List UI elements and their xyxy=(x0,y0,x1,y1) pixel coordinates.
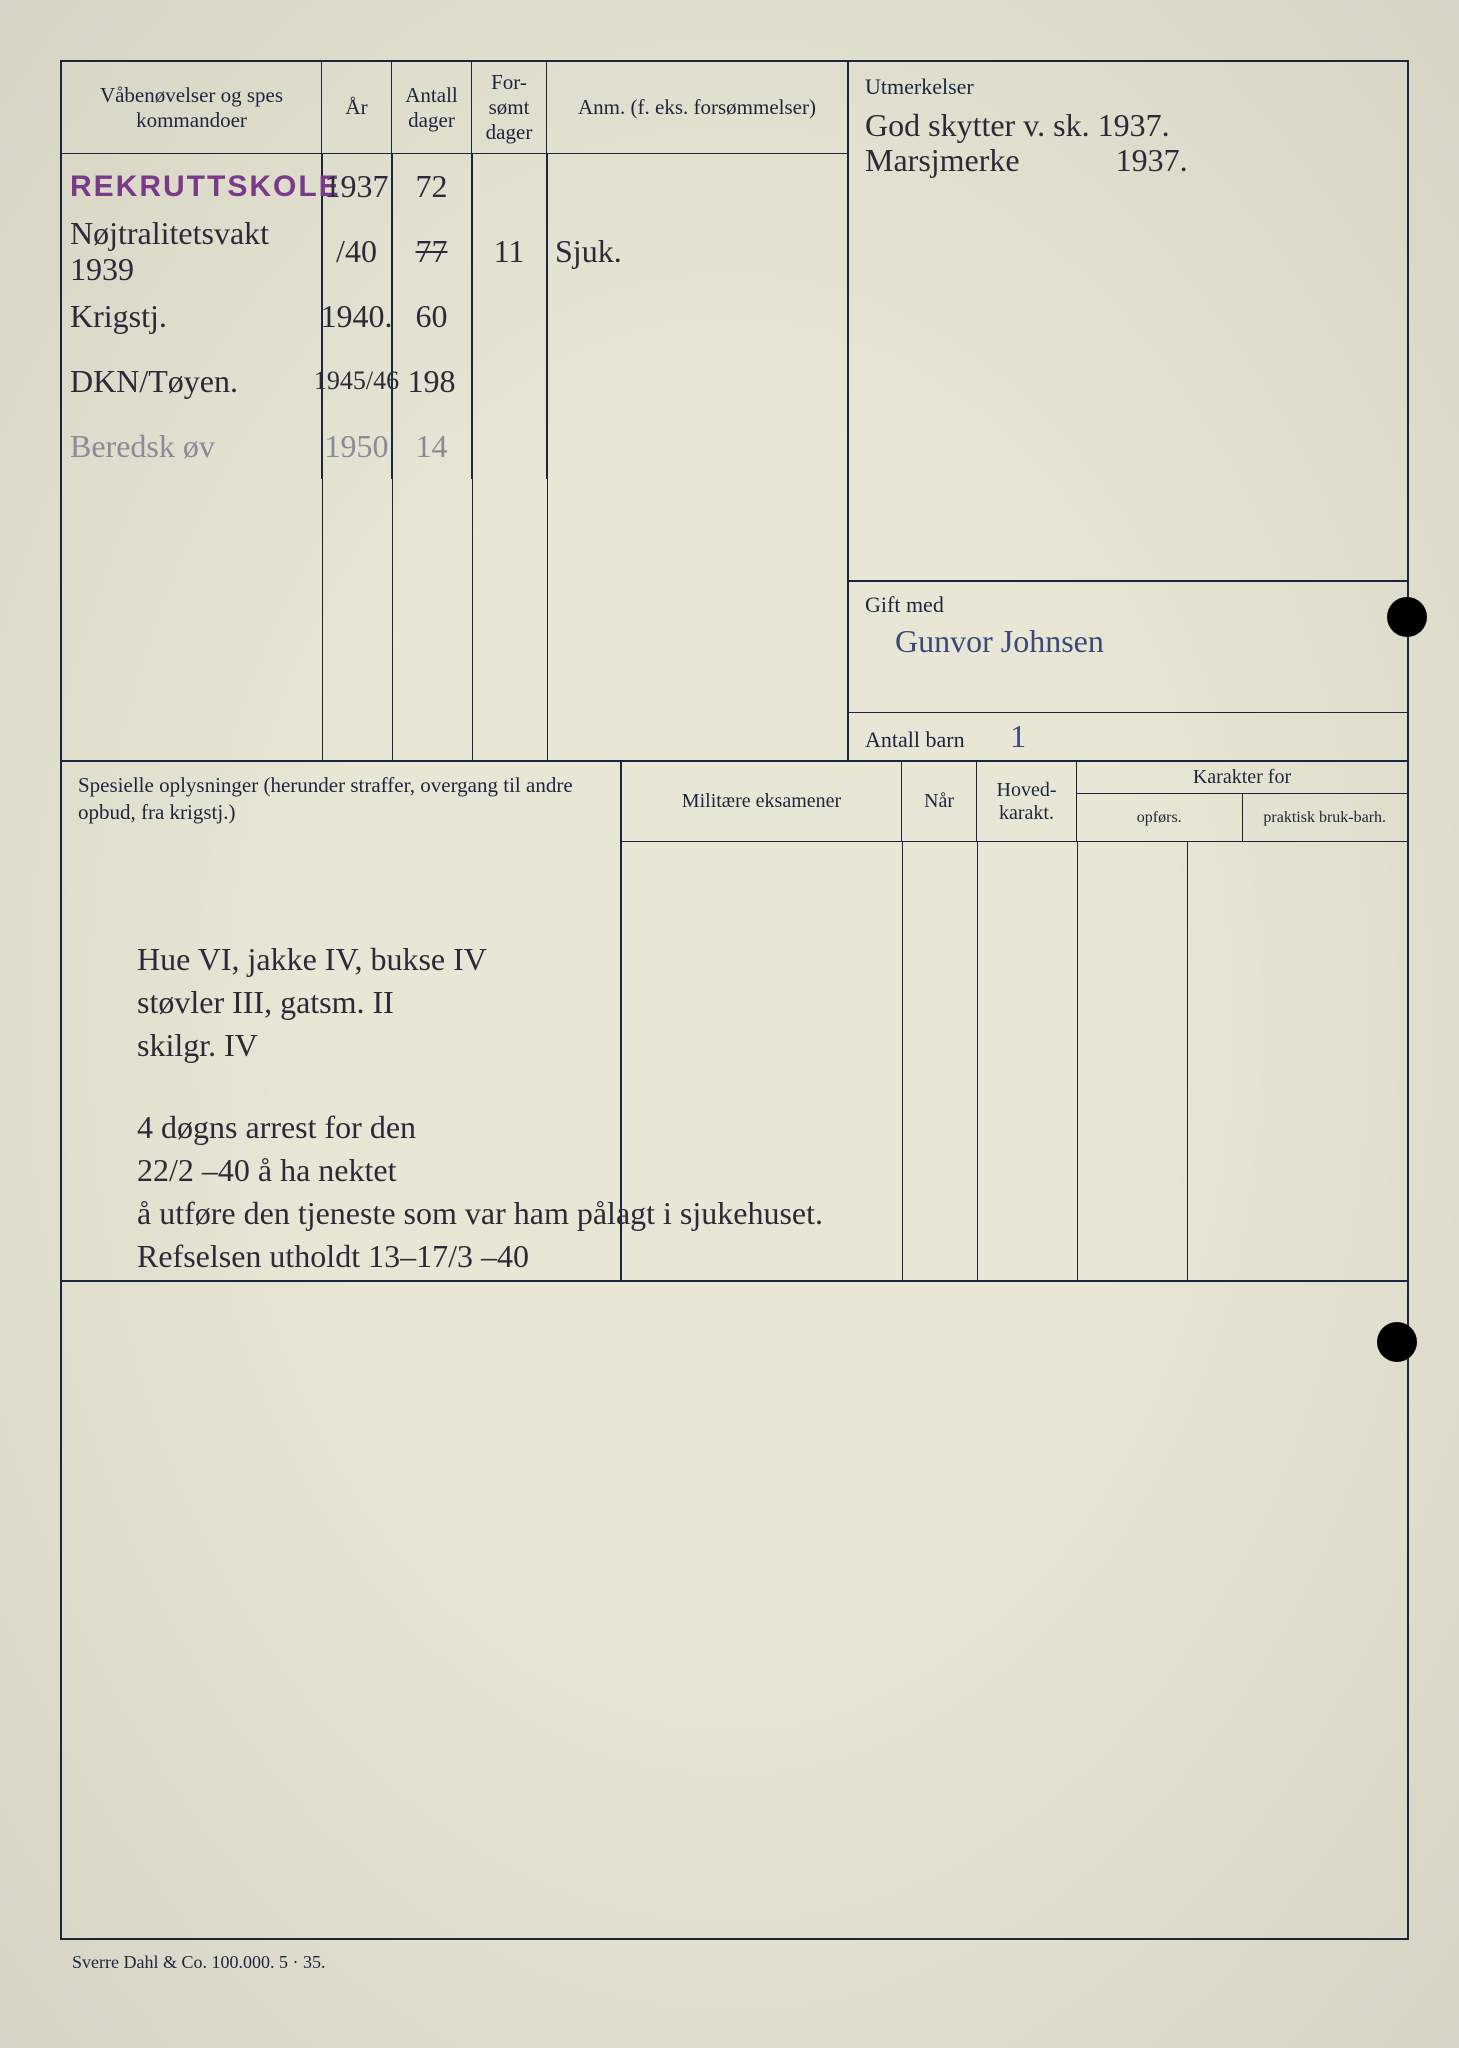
married-box: Gift med Gunvor Johnsen Antall barn 1 xyxy=(849,580,1407,760)
col-grades: Karakter for opførs. praktisk bruk-barh. xyxy=(1077,762,1407,841)
row-days: 60 xyxy=(416,299,448,334)
exercises-body: REKRUTTSKOLE 1937 72 Nøjtralitetsvakt 19… xyxy=(62,154,847,760)
row-missed: 11 xyxy=(494,234,525,269)
record-card: Våbenøvelser og spes kommandoer År Antal… xyxy=(0,0,1459,2048)
exams-header: Militære eksamener Når Hoved-karakt. Kar… xyxy=(622,762,1407,842)
col-when: Når xyxy=(902,762,977,841)
printer-footer: Sverre Dahl & Co. 100.000. 5 · 35. xyxy=(72,1952,325,1973)
row-days: 77 xyxy=(416,234,448,269)
row-name: DKN/Tøyen. xyxy=(70,364,238,399)
row-year: 1950 xyxy=(325,429,389,464)
special-line: Hue VI, jakke IV, bukse IV xyxy=(137,942,1337,977)
exercise-row: Krigstj. 1940. 60 xyxy=(62,284,847,349)
children-label: Antall barn xyxy=(865,727,965,752)
col-conduct: opførs. xyxy=(1077,794,1243,841)
punch-hole-icon xyxy=(1387,597,1427,637)
form-frame: Våbenøvelser og spes kommandoer År Antal… xyxy=(60,60,1409,1940)
row-days: 198 xyxy=(408,364,456,399)
row-name: REKRUTTSKOLE xyxy=(70,170,341,204)
col-missed: For-sømt dager xyxy=(472,62,547,153)
row-name: Beredsk øv xyxy=(70,429,215,464)
col-main-grade: Hoved-karakt. xyxy=(977,762,1077,841)
married-label: Gift med xyxy=(865,592,1391,618)
decoration-entry: Marsjmerke 1937. xyxy=(865,143,1391,178)
exercises-header: Våbenøvelser og spes kommandoer År Antal… xyxy=(62,62,847,154)
exercise-row: DKN/Tøyen. 1945/46 198 xyxy=(62,349,847,414)
decoration-entry: God skytter v. sk. 1937. xyxy=(865,108,1391,143)
right-top-section: Utmerkelser God skytter v. sk. 1937. Mar… xyxy=(847,62,1407,760)
special-line: 4 døgns arrest for den xyxy=(137,1110,1337,1145)
exercise-row: REKRUTTSKOLE 1937 72 xyxy=(62,154,847,219)
special-line: skilgr. IV xyxy=(137,1028,1337,1063)
col-practical: praktisk bruk-barh. xyxy=(1243,794,1408,841)
children-value: 1 xyxy=(1010,718,1026,754)
row-days: 72 xyxy=(416,169,448,204)
col-exercises: Våbenøvelser og spes kommandoer xyxy=(62,62,322,153)
married-value: Gunvor Johnsen xyxy=(895,624,1391,659)
col-days: Antall dager xyxy=(392,62,472,153)
row-year: 1940. xyxy=(321,299,393,334)
special-line: 22/2 –40 å ha nektet xyxy=(137,1153,1337,1188)
special-line: Refselsen utholdt 13–17/3 –40 xyxy=(137,1239,1337,1274)
decorations-label: Utmerkelser xyxy=(865,74,1391,100)
children-row: Antall barn 1 xyxy=(849,712,1407,760)
row-days: 14 xyxy=(416,429,448,464)
special-line: støvler III, gatsm. II xyxy=(137,985,1337,1020)
exercises-section: Våbenøvelser og spes kommandoer År Antal… xyxy=(62,62,847,760)
row-name: Nøjtralitetsvakt 1939 xyxy=(70,216,313,286)
top-row: Våbenøvelser og spes kommandoer År Antal… xyxy=(62,62,1407,762)
row-note: Sjuk. xyxy=(555,234,622,269)
row-year: /40 xyxy=(336,234,377,269)
special-notes: Hue VI, jakke IV, bukse IV støvler III, … xyxy=(137,942,1337,1282)
special-line: å utføre den tjeneste som var ham pålagt… xyxy=(137,1196,1337,1231)
decorations-box: Utmerkelser God skytter v. sk. 1937. Mar… xyxy=(849,62,1407,580)
col-note: Anm. (f. eks. forsømmelser) xyxy=(547,62,847,153)
col-exam: Militære eksamener xyxy=(622,762,902,841)
row-year: 1945/46 xyxy=(314,367,399,396)
row-name: Krigstj. xyxy=(70,299,167,334)
exercise-row: Nøjtralitetsvakt 1939 /40 77 11 Sjuk. xyxy=(62,219,847,284)
punch-hole-icon xyxy=(1377,1322,1417,1362)
grades-for-label: Karakter for xyxy=(1077,762,1407,794)
exercise-row: Beredsk øv 1950 14 xyxy=(62,414,847,479)
row-year: 1937 xyxy=(325,169,389,204)
special-label: Spesielle oplysninger (herunder straffer… xyxy=(78,772,604,827)
col-year: År xyxy=(322,62,392,153)
